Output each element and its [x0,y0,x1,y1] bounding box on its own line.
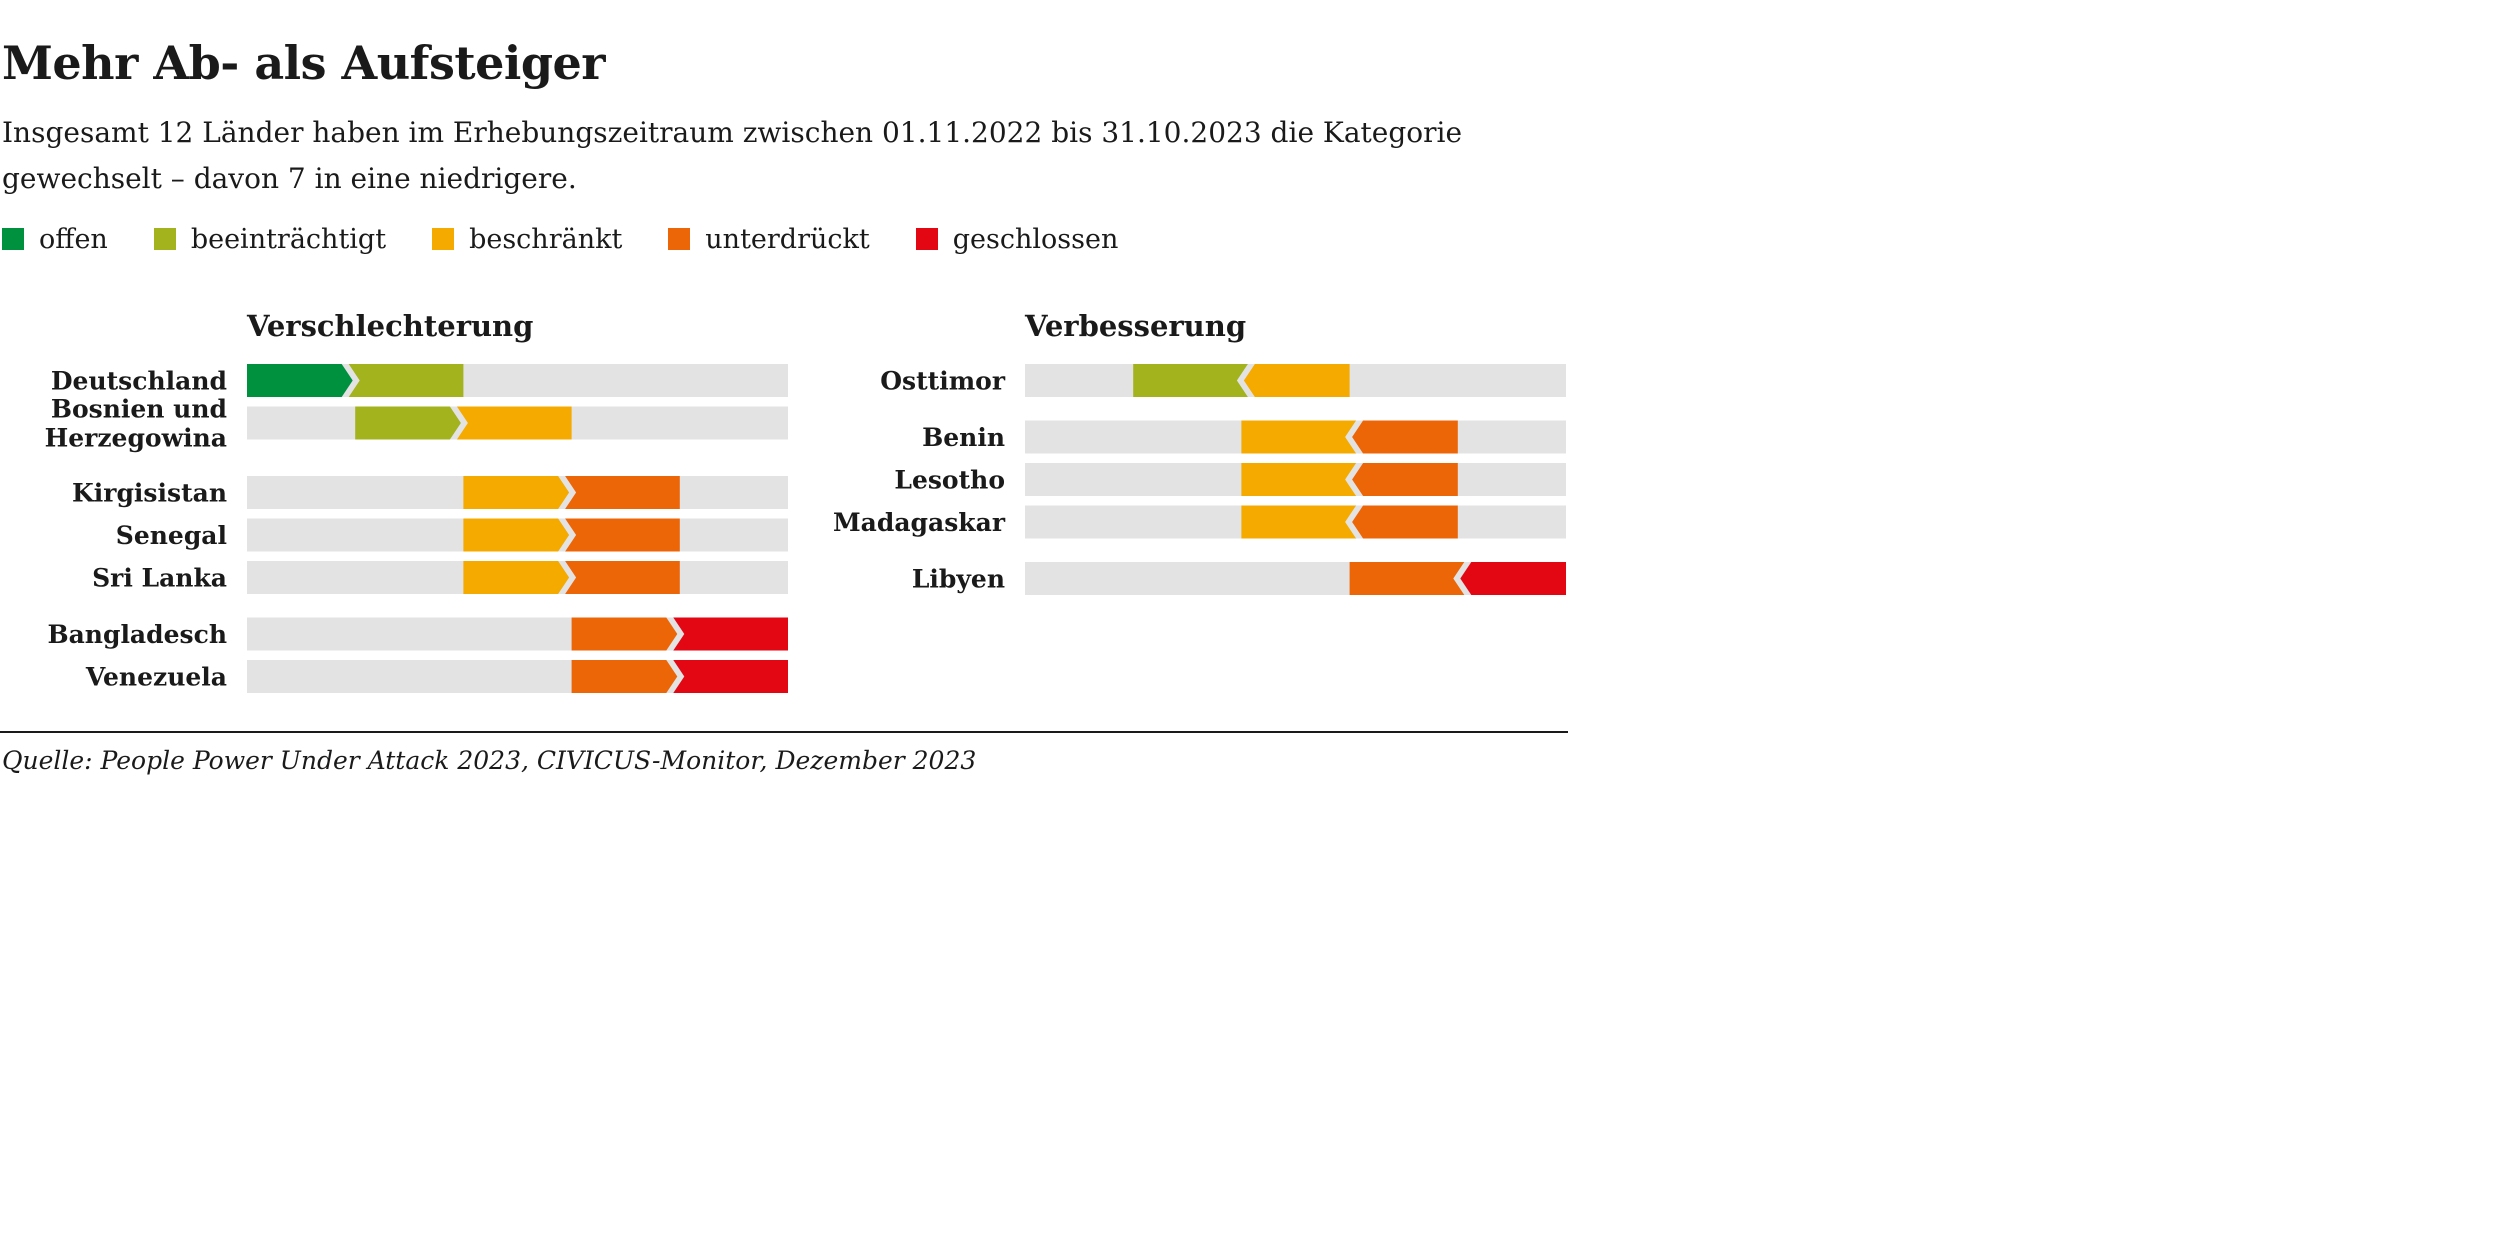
row-label-lesotho: Lesotho [894,466,1005,495]
bar-from-kirgisistan-beschraenkt [463,476,570,509]
chart-title: Mehr Ab- als Aufsteiger [2,36,606,90]
bar-to-lesotho-beschraenkt [1241,463,1357,496]
bar-from-senegal-beschraenkt [463,518,570,552]
legend-item-unterdrueckt: unterdrückt [668,223,870,255]
bar-to-deutschland-beeintraechtigt [348,364,464,397]
row-deutschland: Deutschland [51,364,788,397]
row-label-line: Bosnien und [51,395,227,424]
row-label-benin: Benin [922,423,1005,452]
panel-title-verschlechterung: Verschlechterung [246,309,533,343]
bar-to-benin-beschraenkt [1241,420,1357,454]
row-bangladesch: Bangladesch [47,617,788,651]
bar-from-bangladesch-unterdrueckt [571,617,678,651]
bar-from-bosnien-und-herzegowina-beeintraechtigt [355,406,461,440]
row-lesotho: Lesotho [894,463,1566,496]
legend-swatch-geschlossen [915,228,938,250]
legend-swatch-offen [2,228,24,250]
row-libyen: Libyen [912,562,1566,595]
bar-to-venezuela-geschlossen [673,660,788,693]
bar-to-osttimor-beeintraechtigt [1133,364,1248,397]
row-label-sri-lanka: Sri Lanka [92,564,227,593]
legend-item-offen: offen [2,224,108,255]
legend-label-offen: offen [39,223,108,255]
panel-title-verbesserung: Verbesserung [1024,309,1246,343]
bar-to-libyen-unterdrueckt [1349,562,1465,595]
row-label-senegal: Senegal [116,521,227,550]
row-label-venezuela: Venezuela [85,663,227,692]
legend-item-beschraenkt: beschränkt [432,224,622,255]
legend-item-beeintraechtigt: beeinträchtigt [153,223,387,255]
footer-divider [0,731,1568,733]
bar-to-kirgisistan-unterdrueckt [565,476,680,509]
bar-to-madagaskar-beschraenkt [1241,505,1357,539]
row-sri-lanka: Sri Lanka [92,561,788,594]
row-label-madagaskar: Madagaskar [833,508,1006,537]
row-bosnien-und-herzegowina: Bosnien und Herzegowina [45,395,788,453]
bar-to-bosnien-und-herzegowina-beschraenkt [456,406,572,440]
bar-from-sri-lanka-beschraenkt [463,561,570,594]
row-osttimor: Osttimor [880,364,1566,397]
bar-from-deutschland-offen [247,364,353,397]
row-label-deutschland: Deutschland [51,367,227,396]
source-note: Quelle: People Power Under Attack 2023, … [2,746,977,775]
row-benin: Benin [922,420,1566,454]
row-label-osttimor: Osttimor [880,367,1006,396]
legend-label-beeintraechtigt: beeinträchtigt [190,223,387,255]
bar-from-libyen-geschlossen [1460,562,1566,595]
row-venezuela: Venezuela [85,660,788,693]
row-label-libyen: Libyen [912,565,1005,594]
legend-swatch-unterdrueckt [668,228,691,250]
legend-item-geschlossen: geschlossen [915,223,1119,255]
bar-to-sri-lanka-unterdrueckt [565,561,680,594]
bar-from-benin-unterdrueckt [1352,420,1458,454]
legend-swatch-beeintraechtigt [153,228,176,250]
bar-from-venezuela-unterdrueckt [571,660,678,693]
row-label-bangladesch: Bangladesch [47,620,227,649]
bar-to-senegal-unterdrueckt [565,518,680,552]
row-madagaskar: Madagaskar [833,505,1566,539]
row-kirgisistan: Kirgisistan [72,476,788,509]
bar-from-osttimor-beschraenkt [1243,364,1350,397]
legend-swatch-beschraenkt [432,228,455,250]
row-senegal: Senegal [116,518,788,552]
bar-to-bangladesch-geschlossen [673,617,788,651]
legend-label-beschraenkt: beschränkt [469,223,623,255]
row-label-line: Herzegowina [45,424,227,453]
legend: offen beeinträchtigt beschränkt unterdrü… [2,222,1164,256]
bar-from-lesotho-unterdrueckt [1352,463,1458,496]
row-label-kirgisistan: Kirgisistan [72,479,227,508]
bar-from-madagaskar-unterdrueckt [1352,505,1458,539]
legend-label-unterdrueckt: unterdrückt [705,223,870,255]
row-label-bosnien-und-herzegowina: Bosnien und Herzegowina [45,395,227,453]
chart-subtitle: Insgesamt 12 Länder haben im Erhebungsze… [2,116,1463,195]
legend-label-geschlossen: geschlossen [952,223,1119,255]
